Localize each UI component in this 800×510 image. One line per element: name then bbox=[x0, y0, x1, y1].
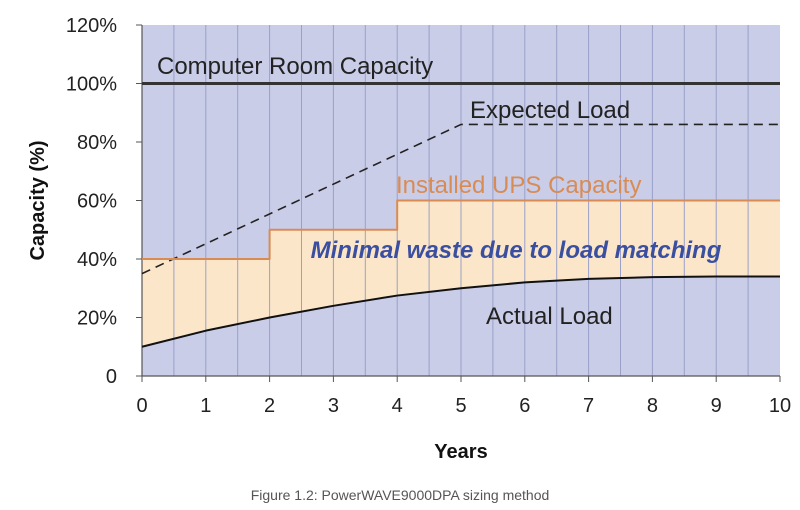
annotation-computer-room-capacity: Computer Room Capacity bbox=[157, 53, 433, 80]
x-tick-label: 4 bbox=[392, 395, 403, 417]
annotation-expected-load: Expected Load bbox=[470, 97, 630, 124]
x-tick-label: 6 bbox=[519, 395, 530, 417]
expected-load-line bbox=[141, 123, 780, 275]
x-axis-title: Years bbox=[434, 441, 487, 463]
annotation-installed-ups-capacity: Installed UPS Capacity bbox=[396, 172, 641, 199]
x-tick-label: 8 bbox=[647, 395, 658, 417]
annotation-minimal-waste-due-to-load-matching: Minimal waste due to load matching bbox=[311, 237, 722, 264]
y-tick-label: 120% bbox=[66, 15, 117, 37]
x-tick-label: 7 bbox=[583, 395, 594, 417]
annotation-actual-load: Actual Load bbox=[486, 303, 613, 330]
y-tick-label: 20% bbox=[77, 308, 117, 330]
y-axis-title: Capacity (%) bbox=[27, 140, 49, 260]
x-tick-label: 10 bbox=[769, 395, 791, 417]
y-tick-label: 100% bbox=[66, 74, 117, 96]
y-tick-label: 40% bbox=[77, 249, 117, 271]
y-tick-label: 0 bbox=[106, 366, 117, 388]
actual-load-line bbox=[141, 275, 780, 348]
capacity-chart: 0 1 2 3 4 5 6 7 8 9 10 0 20% 40% 60% 80% 100% 120% Years Ca… bbox=[27, 15, 791, 463]
installed-ups-capacity-line bbox=[142, 199, 780, 260]
y-tick-label: 60% bbox=[77, 191, 117, 213]
x-tick-label: 9 bbox=[711, 395, 722, 417]
x-tick-label: 1 bbox=[200, 395, 211, 417]
x-tick-label: 5 bbox=[455, 395, 466, 417]
x-tick-label: 0 bbox=[136, 395, 147, 417]
x-tick-label: 2 bbox=[264, 395, 275, 417]
x-tick-label: 3 bbox=[328, 395, 339, 417]
y-tick-label: 80% bbox=[77, 132, 117, 154]
figure-caption: Figure 1.2: PowerWAVE9000DPA sizing meth… bbox=[250, 487, 550, 503]
